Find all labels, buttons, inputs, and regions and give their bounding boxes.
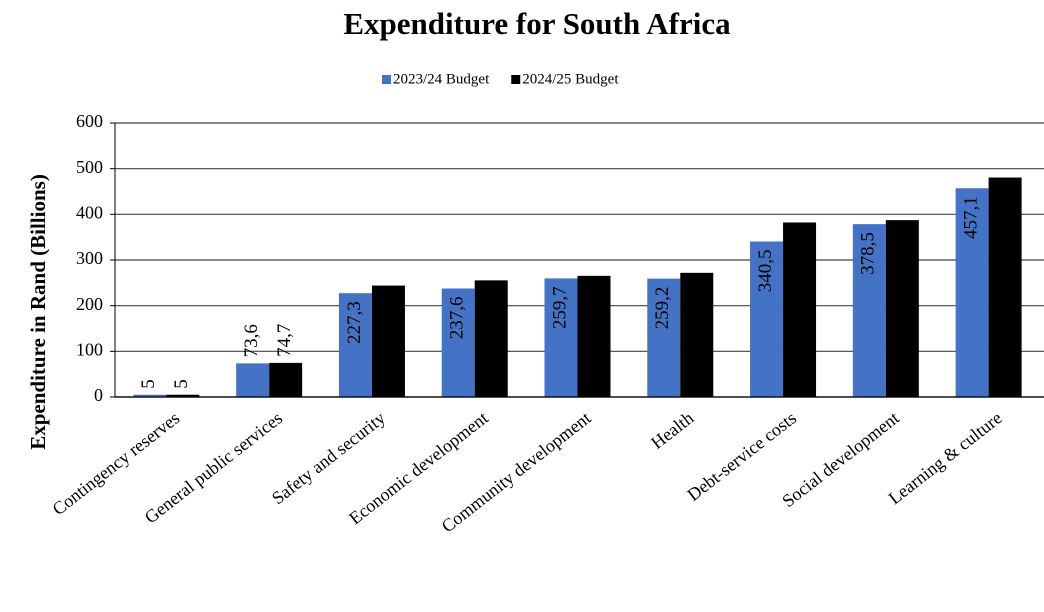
bar xyxy=(474,280,508,397)
bar xyxy=(166,394,200,397)
data-label: 265,3 xyxy=(582,284,603,327)
x-tick-label: Health xyxy=(647,408,697,453)
bar xyxy=(441,288,475,397)
data-label: 259,2 xyxy=(652,287,673,330)
legend-label: 2024/25 Budget xyxy=(522,71,619,87)
bar xyxy=(988,177,1022,397)
bar xyxy=(783,222,817,397)
legend-swatch xyxy=(511,75,521,84)
bar xyxy=(544,278,578,397)
data-label: 5 xyxy=(171,379,192,389)
data-label: 382,2 xyxy=(788,230,809,273)
legend-label: 2023/24 Budget xyxy=(393,71,490,87)
data-label: 480,6 xyxy=(993,186,1014,229)
data-label: 457,1 xyxy=(960,196,981,239)
bar xyxy=(647,278,681,397)
y-tick-label: 600 xyxy=(76,111,103,131)
data-label: 340,5 xyxy=(755,250,776,293)
bar xyxy=(371,285,405,397)
bar xyxy=(852,224,886,397)
bar xyxy=(885,220,919,397)
bar xyxy=(577,275,611,397)
y-tick-label: 500 xyxy=(76,157,103,177)
y-tick-label: 400 xyxy=(76,202,103,222)
data-label: 255,4 xyxy=(480,288,501,331)
y-axis-title: Expenditure in Rand (Billions) xyxy=(26,174,50,450)
bar xyxy=(338,293,372,397)
chart-title: Expenditure for South Africa xyxy=(343,6,731,41)
data-label: 271,9 xyxy=(685,281,706,324)
bar xyxy=(680,272,714,397)
data-label: 227,3 xyxy=(344,301,365,344)
data-label: 74,7 xyxy=(274,324,295,357)
x-tick-label: Learning & culture xyxy=(885,408,1006,509)
data-label: 237,6 xyxy=(447,296,468,339)
data-label: 5 xyxy=(138,379,159,389)
y-tick-label: 0 xyxy=(94,385,103,405)
data-label: 73,6 xyxy=(241,324,262,357)
bar xyxy=(955,188,989,397)
data-label: 244 xyxy=(377,293,398,322)
bar xyxy=(750,241,784,397)
data-label: 387,3 xyxy=(891,228,912,271)
bar xyxy=(236,363,270,397)
bar xyxy=(269,362,303,397)
data-label: 378,5 xyxy=(858,232,879,275)
x-tick-label: Debt-service costs xyxy=(683,408,800,505)
y-tick-label: 300 xyxy=(76,248,103,268)
legend-swatch xyxy=(382,75,391,84)
data-label: 259,7 xyxy=(549,286,570,329)
y-tick-label: 100 xyxy=(76,339,103,359)
y-tick-label: 200 xyxy=(76,294,103,314)
bar xyxy=(133,394,167,397)
